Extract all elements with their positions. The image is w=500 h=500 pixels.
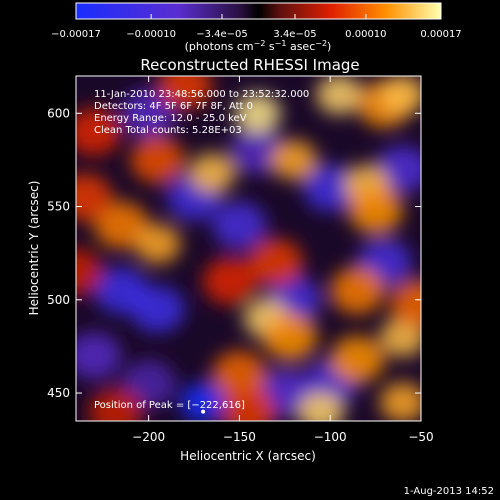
heatmap-source-16 — [316, 76, 363, 115]
heatmap-source-15 — [234, 93, 281, 134]
colorbar-tick-label: 0.00010 — [345, 29, 386, 40]
heatmap-source-18 — [379, 76, 421, 115]
y-tick-label: 550 — [47, 200, 70, 214]
y-tick-label: 600 — [47, 106, 70, 120]
x-axis-label: Heliocentric X (arcsec) — [180, 449, 316, 463]
heatmap-source-33 — [390, 279, 421, 328]
footer-date: 1-Aug-2013 14:52 — [404, 486, 494, 497]
heatmap-source-34 — [330, 335, 385, 384]
annotation-detectors: Detectors: 4F 5F 6F 7F 8F, Att 0 — [94, 101, 253, 112]
annotation-clean: Clean Total counts: 5.28E+03 — [94, 125, 242, 136]
colorbar-tick-label: 0.00017 — [420, 29, 461, 40]
y-tick-label: 500 — [47, 293, 70, 307]
heatmap-source-37 — [212, 350, 267, 398]
heatmap-source-6 — [303, 164, 358, 212]
heatmap-source-13 — [121, 89, 176, 137]
colorbar-unit-label: (photons cm−2 s−1 asec−2) — [185, 39, 332, 53]
chart-title: Reconstructed RHESSI Image — [140, 56, 359, 74]
heatmap-source-42 — [76, 248, 104, 296]
heatmap-source-25 — [76, 173, 113, 221]
annotation-peak-position: Position of Peak = [−222,616] — [94, 400, 245, 411]
heatmap-source-2 — [130, 285, 185, 333]
axis-ticks: −200 −150 −100 −50 450 500 550 600 — [47, 76, 434, 444]
heatmap-source-31 — [330, 266, 385, 315]
plot-frame — [75, 75, 422, 422]
heatmap-source-19 — [189, 152, 236, 193]
x-tick-label: −50 — [408, 430, 433, 444]
heatmap-source-32 — [379, 317, 421, 358]
x-tick-label: −200 — [132, 430, 165, 444]
x-tick-label: −100 — [314, 430, 347, 444]
y-tick-label: 450 — [47, 386, 70, 400]
colorbar-tick-label: 3.4e−05 — [273, 29, 316, 40]
heatmap-source-38 — [221, 388, 276, 421]
heatmap-source-41 — [157, 76, 213, 109]
colorbar-tick-label: −0.00017 — [51, 29, 101, 40]
heatmap-source-22 — [348, 186, 403, 234]
heatmap-source-24 — [134, 223, 181, 264]
colorbar-tick-label: −3.4e−05 — [196, 29, 248, 40]
heatmap-source-27 — [248, 238, 303, 287]
annotation-time-range: 11-Jan-2010 23:48:56.000 to 23:52:32.000 — [94, 89, 309, 100]
colorbar-tick-label: −0.00010 — [126, 29, 176, 40]
heatmap-source-28 — [203, 257, 258, 305]
peak-marker — [201, 409, 206, 414]
heatmap-source-26 — [130, 136, 185, 184]
x-tick-label: −150 — [223, 430, 256, 444]
heatmap-source-30 — [263, 313, 318, 361]
heatmap-source-11 — [76, 332, 122, 380]
heatmap-source-4 — [212, 201, 267, 249]
heatmap-source-35 — [298, 391, 345, 421]
annotation-energy: Energy Range: 12.0 - 25.0 keV — [94, 113, 247, 124]
heatmap-source-20 — [270, 139, 317, 180]
heatmap-source-0 — [180, 382, 227, 421]
y-axis-label: Heliocentric Y (arcsec) — [27, 181, 41, 316]
heatmap-source-39 — [76, 108, 122, 156]
heatmap-image — [76, 76, 421, 421]
heatmap-source-23 — [94, 201, 149, 249]
colorbar — [75, 2, 442, 20]
heatmap-source-36 — [379, 382, 421, 421]
colorbar-ticks: −0.00017 −0.00010 −3.4e−05 3.4e−05 0.00010 0.… — [51, 14, 462, 40]
heatmap-source-40 — [88, 388, 144, 421]
